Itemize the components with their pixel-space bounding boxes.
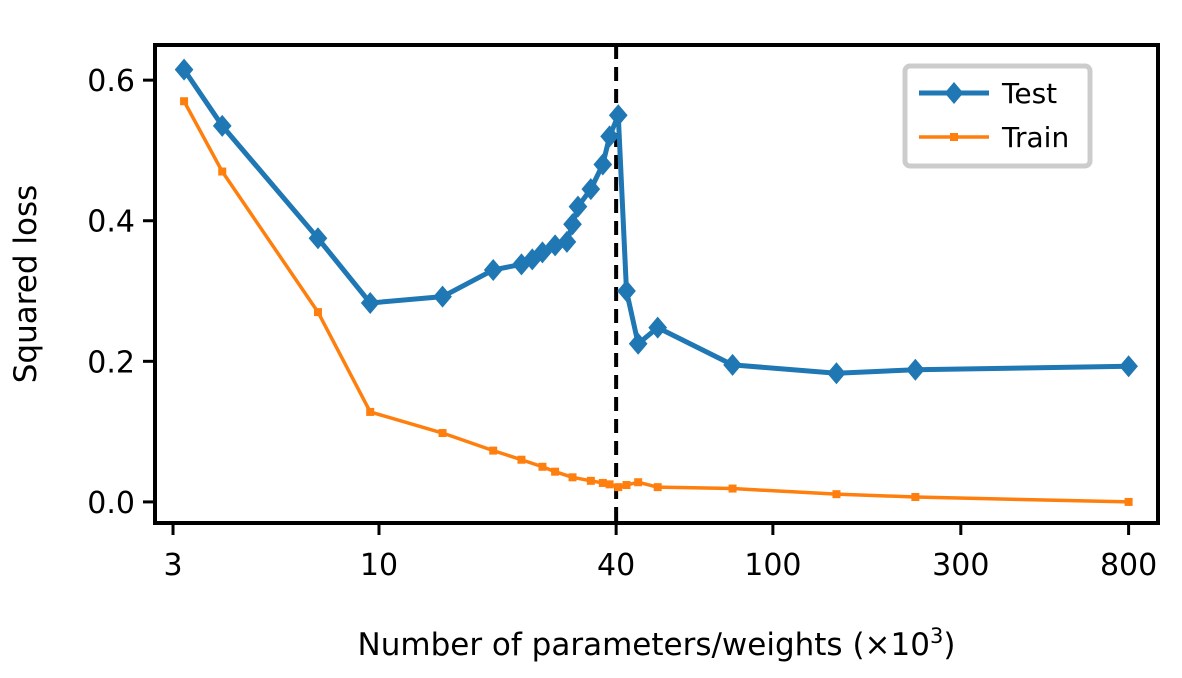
- train-point: [438, 429, 447, 438]
- train-point: [568, 473, 577, 482]
- test-point: [563, 213, 582, 236]
- x-tick-label: 800: [1100, 548, 1157, 583]
- test-point: [723, 353, 742, 376]
- x-tick-label: 300: [932, 548, 989, 583]
- test-point: [617, 280, 636, 303]
- train-point: [598, 478, 607, 487]
- legend-test-marker: [944, 82, 964, 104]
- test-point: [308, 227, 328, 250]
- test-point: [600, 125, 619, 148]
- test-point: [212, 114, 232, 137]
- y-tick-label: 0.6: [87, 64, 135, 99]
- train-point: [489, 446, 498, 455]
- x-tick-label: 100: [744, 548, 801, 583]
- train-point: [1124, 497, 1133, 506]
- x-axis-label-exponent: 3: [930, 624, 943, 648]
- plot-area: [174, 45, 1138, 523]
- train-point: [653, 483, 662, 492]
- legend: Test Train: [902, 63, 1093, 169]
- train-point: [180, 97, 189, 106]
- test-point: [581, 178, 601, 201]
- legend-train-marker: [950, 133, 958, 141]
- test-point: [628, 332, 648, 355]
- test-point: [557, 230, 577, 253]
- train-point: [605, 480, 614, 489]
- test-series: [174, 58, 1138, 385]
- train-point: [218, 167, 227, 176]
- plot-frame: [153, 43, 1160, 525]
- y-tick-label: 0.4: [87, 205, 135, 240]
- x-tick-label: 40: [597, 548, 635, 583]
- train-point: [551, 467, 560, 476]
- legend-train-label: Train: [1001, 121, 1069, 154]
- y-tick-label: 0.0: [87, 486, 135, 521]
- test-line: [181, 68, 1129, 376]
- test-point: [906, 358, 925, 381]
- x-tick-label: 3: [163, 548, 182, 583]
- x-tick-label: 10: [360, 548, 398, 583]
- y-axis-label: Squared loss: [8, 185, 44, 384]
- train-series: [180, 97, 1133, 506]
- train-point: [622, 481, 631, 490]
- test-point: [648, 316, 668, 339]
- test-point: [827, 362, 846, 385]
- x-axis-label: Number of parameters/weights (×103): [358, 624, 956, 663]
- train-point: [538, 462, 547, 471]
- train-point: [911, 492, 920, 501]
- test-point: [1119, 355, 1138, 378]
- test-point: [512, 253, 531, 276]
- train-point: [614, 483, 623, 492]
- test-point: [608, 104, 628, 127]
- train-point: [634, 478, 643, 487]
- train-point: [366, 407, 375, 416]
- train-point: [586, 476, 595, 485]
- test-point: [433, 285, 452, 308]
- train-point: [832, 490, 841, 499]
- test-point: [593, 153, 613, 176]
- train-point: [728, 484, 737, 493]
- legend-item-test: Test: [919, 77, 1057, 110]
- legend-test-label: Test: [1001, 77, 1057, 110]
- train-point: [313, 308, 322, 317]
- legend-item-train: Train: [919, 121, 1069, 154]
- test-point: [360, 291, 380, 314]
- test-point: [568, 195, 588, 218]
- test-point: [174, 58, 194, 81]
- y-tick-label: 0.2: [87, 345, 135, 380]
- y-axis: 0.0 0.2 0.4 0.6: [87, 64, 155, 521]
- x-axis: 3 10 40 100 300 800: [163, 523, 1157, 583]
- train-point: [517, 455, 526, 464]
- test-point: [483, 258, 503, 281]
